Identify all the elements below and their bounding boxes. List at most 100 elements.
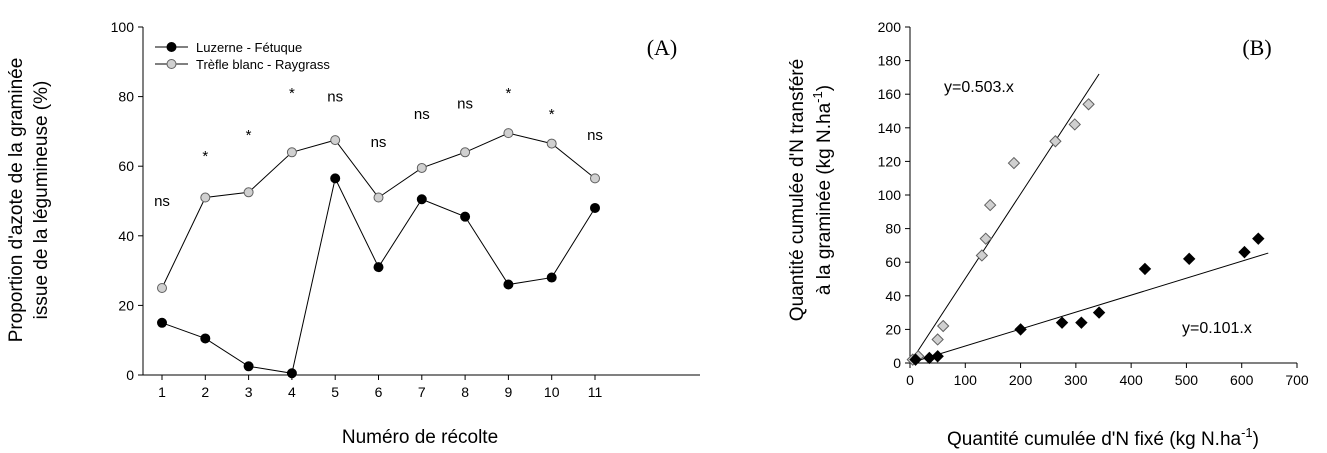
data-point — [931, 350, 944, 363]
data-point — [1238, 245, 1251, 259]
data-point — [503, 279, 514, 290]
data-point — [1092, 306, 1106, 319]
x-axis-title-main: Quantité cumulée d'N fixé (kg N.ha — [947, 429, 1241, 450]
x-axis-title-end: ) — [1253, 429, 1259, 450]
data-point — [200, 192, 211, 203]
y-tick-label: 60 — [118, 158, 134, 174]
y-axis-title-line2-main: à la graminée (kg N.ha — [814, 102, 835, 295]
x-tick-label: 500 — [1175, 372, 1199, 388]
data-point — [330, 173, 341, 184]
x-tick-label: 8 — [461, 384, 469, 400]
regression-line — [909, 252, 1269, 364]
y-tick-label: 80 — [118, 89, 134, 105]
x-tick-label: 600 — [1230, 372, 1254, 388]
significance-label: ns — [371, 134, 387, 151]
significance-label: * — [246, 127, 252, 144]
x-tick-label: 6 — [375, 384, 383, 400]
regression-equation: y=0.503.x — [944, 79, 1014, 96]
x-tick-label: 200 — [1009, 372, 1033, 388]
y-tick-label: 40 — [118, 228, 134, 244]
y-axis-title-line1: Quantité cumulée d'N transféré — [787, 59, 808, 321]
significance-label: ns — [414, 106, 430, 123]
legend-marker — [166, 59, 177, 69]
data-point — [909, 353, 922, 366]
significance-label: ns — [457, 96, 473, 113]
legend-label: Luzerne - Fétuque — [196, 40, 302, 55]
x-tick-label: 100 — [954, 372, 978, 388]
data-point — [546, 138, 557, 149]
data-point — [975, 249, 989, 262]
significance-label: * — [202, 148, 208, 165]
y-tick-label: 200 — [878, 19, 902, 35]
x-tick-label: 300 — [1064, 372, 1088, 388]
data-point — [157, 283, 167, 293]
legend-label: Trèfle blanc - Raygrass — [196, 57, 330, 72]
y-tick-label: 100 — [111, 19, 135, 35]
significance-label: * — [289, 85, 295, 102]
data-point — [931, 333, 944, 346]
y-tick-label: 80 — [885, 221, 901, 237]
y-tick-label: 20 — [118, 297, 134, 313]
data-point — [460, 147, 471, 158]
x-tick-label: 4 — [288, 384, 296, 400]
x-tick-label: 1 — [158, 384, 166, 400]
data-point — [200, 333, 211, 344]
x-tick-label: 9 — [505, 384, 513, 400]
panel-label-b: (B) — [1242, 35, 1271, 60]
x-tick-label: 7 — [418, 384, 426, 400]
panel-label-a: (A) — [647, 35, 678, 60]
y-tick-label: 40 — [885, 288, 901, 304]
data-point — [1082, 98, 1095, 111]
y-tick-label: 60 — [885, 254, 901, 270]
significance-label: ns — [587, 127, 603, 144]
x-tick-label: 2 — [201, 384, 209, 400]
y-tick-label: 0 — [893, 355, 901, 371]
data-point — [1182, 252, 1196, 266]
significance-label: * — [549, 106, 555, 123]
regression-equation: y=0.101.x — [1182, 320, 1252, 337]
y-tick-label: 160 — [878, 86, 902, 102]
x-tick-label: 0 — [906, 372, 914, 388]
series-line — [161, 176, 596, 374]
data-point — [1068, 118, 1081, 131]
x-axis-title-superscript: -1 — [1241, 425, 1253, 440]
data-point — [157, 317, 167, 328]
significance-label: ns — [154, 193, 170, 210]
y-tick-label: 140 — [878, 120, 902, 136]
data-point — [1049, 135, 1062, 148]
x-axis-title: Quantité cumulée d'N fixé (kg N.ha-1) — [947, 425, 1259, 450]
x-tick-label: 5 — [331, 384, 339, 400]
data-point — [330, 135, 341, 146]
data-point — [1055, 316, 1069, 329]
data-point — [243, 187, 254, 198]
x-tick-label: 3 — [245, 384, 253, 400]
data-point — [1075, 316, 1088, 329]
x-tick-label: 10 — [544, 384, 560, 400]
data-point — [1138, 262, 1152, 276]
y-axis-title-line1: Proportion d'azote de la graminée — [6, 58, 27, 343]
y-tick-label: 100 — [878, 187, 902, 203]
x-tick-label: 11 — [588, 384, 603, 400]
data-point — [590, 173, 600, 184]
y-axis-title-line2: à la graminée (kg N.ha-1) — [810, 85, 835, 295]
x-tick-label: 700 — [1285, 372, 1309, 388]
data-point — [503, 128, 514, 139]
y-axis-title-superscript: -1 — [810, 91, 825, 103]
y-axis-title-line2: issue de la légumineuse (%) — [31, 81, 52, 320]
data-point — [1007, 156, 1021, 170]
data-point — [1014, 323, 1027, 336]
regression-line — [909, 73, 1100, 364]
data-point — [416, 162, 427, 173]
legend-marker — [166, 42, 177, 52]
data-point — [936, 319, 950, 333]
data-point — [1252, 232, 1265, 245]
x-axis-title: Numéro de récolte — [342, 427, 498, 448]
data-point — [979, 232, 992, 245]
data-point — [590, 202, 600, 213]
data-point — [983, 198, 997, 212]
chart-panel-a: 0 20 40 60 80 100 1 2 3 4 5 6 7 8 9 10 11 Numéro de récol… — [6, 19, 700, 448]
data-point — [416, 194, 427, 205]
data-point — [286, 368, 297, 379]
data-point — [243, 361, 254, 372]
